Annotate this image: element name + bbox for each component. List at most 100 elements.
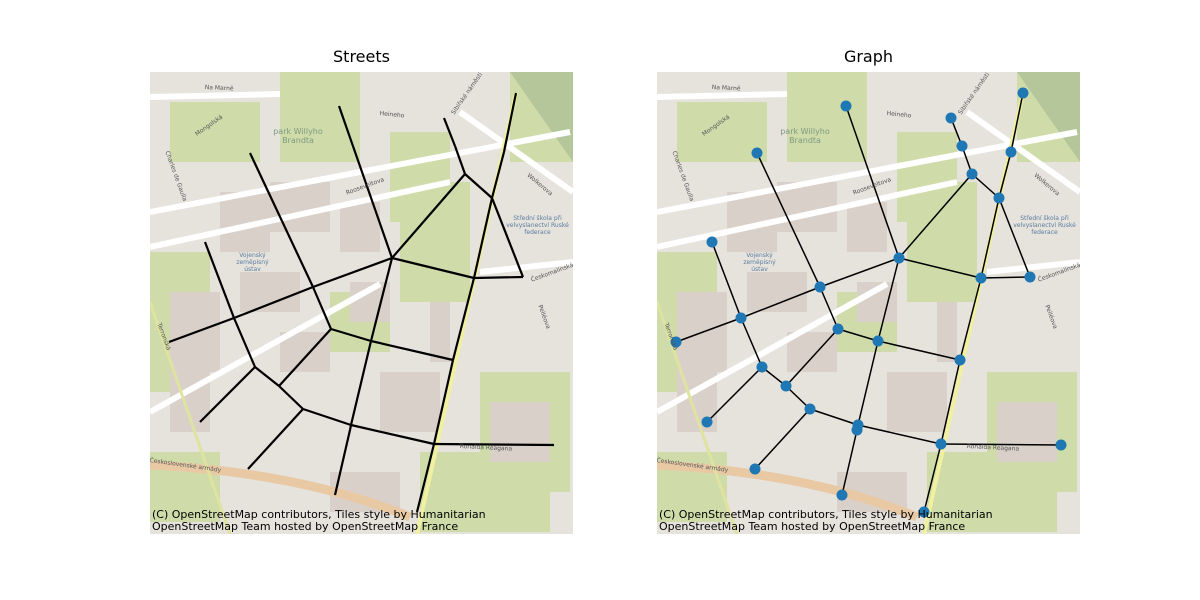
attribution: (C) OpenStreetMap contributors, Tiles st… <box>152 509 486 533</box>
graph-edge <box>785 385 811 410</box>
graph-node <box>872 335 884 347</box>
graph-node <box>975 272 987 284</box>
graph-edge <box>857 424 942 445</box>
graph-node <box>701 416 713 428</box>
graph-edge <box>923 443 942 513</box>
graph-node <box>993 192 1005 204</box>
street-line <box>337 105 394 259</box>
graph-node <box>918 506 930 518</box>
street-line <box>369 257 394 342</box>
street-line <box>432 359 455 445</box>
forest-area <box>510 72 573 162</box>
graph-edge <box>740 317 763 368</box>
graph-node <box>1024 271 1036 283</box>
graph-node <box>832 323 844 335</box>
road <box>965 109 1080 195</box>
street-line <box>247 408 304 470</box>
park-area <box>400 182 470 302</box>
street-line <box>278 385 304 410</box>
street-line <box>433 442 555 447</box>
graph-node <box>840 100 852 112</box>
road <box>150 129 571 215</box>
graph-node <box>780 380 792 392</box>
graph-node <box>945 112 957 124</box>
street-line <box>349 340 373 426</box>
road <box>657 281 889 415</box>
building <box>747 272 807 312</box>
graph-node <box>735 312 747 324</box>
street-line <box>442 117 457 147</box>
graph-node <box>756 361 768 373</box>
map-label: park Willyho Brandta <box>780 127 830 145</box>
attribution-line-2: OpenStreetMap Team hosted by OpenStreetM… <box>659 520 966 533</box>
park-area <box>420 452 550 532</box>
building <box>887 372 947 432</box>
building <box>270 182 330 232</box>
road <box>458 109 573 195</box>
street-line <box>473 275 524 280</box>
forest-area <box>1017 72 1080 162</box>
graph-edge <box>959 277 982 361</box>
street-line <box>350 423 435 446</box>
graph-edge <box>845 105 900 259</box>
attribution-line-2: OpenStreetMap Team hosted by OpenStreetM… <box>152 520 459 533</box>
street-line <box>254 366 280 387</box>
road <box>150 179 451 250</box>
map-label: Vojenský zeměpisný ústav <box>236 252 269 273</box>
park-area <box>907 182 977 302</box>
street-line <box>333 429 352 496</box>
graph-node <box>966 168 978 180</box>
graph-edge <box>877 257 900 342</box>
attribution: (C) OpenStreetMap contributors, Tiles st… <box>659 509 993 533</box>
park-area <box>170 102 260 162</box>
building <box>240 272 300 312</box>
graph-edge <box>837 328 879 342</box>
street-line <box>415 443 436 513</box>
graph-node <box>804 403 816 415</box>
graph-node <box>1017 87 1029 99</box>
street-line <box>464 173 493 199</box>
attribution-line-1: (C) OpenStreetMap contributors, Tiles st… <box>152 508 486 521</box>
graph-edge <box>819 257 900 288</box>
graph-edge <box>754 408 811 470</box>
building <box>430 302 450 362</box>
building <box>490 402 550 462</box>
streets-map <box>150 72 573 534</box>
road <box>150 91 281 100</box>
building <box>847 202 887 252</box>
road <box>657 179 958 250</box>
graph-edge <box>711 241 742 319</box>
streets-map-panel[interactable]: (C) OpenStreetMap contributors, Tiles st… <box>150 72 573 534</box>
tram-line <box>150 301 232 534</box>
street-line <box>451 277 476 361</box>
map-label: Na Marně <box>711 84 741 93</box>
graph-map-panel[interactable]: (C) OpenStreetMap contributors, Tiles st… <box>657 72 1080 534</box>
main-road <box>657 460 919 522</box>
streets-title: Streets <box>333 47 390 66</box>
map-label: park Willyho Brandta <box>273 127 323 145</box>
graph-edge <box>1010 92 1024 153</box>
graph-edge <box>940 443 1062 446</box>
street-line <box>502 92 518 153</box>
building <box>777 182 837 232</box>
street-line <box>472 197 494 279</box>
graph-node <box>956 140 968 152</box>
graph-edge <box>756 152 821 288</box>
street-line <box>311 286 333 330</box>
graph-edge <box>857 340 879 426</box>
graph-edge <box>675 317 742 343</box>
map-label: Střední škola při velvyslanectví Ruské f… <box>1013 215 1076 236</box>
graph-node <box>751 147 763 159</box>
map-label: Střední škola při velvyslanectví Ruské f… <box>506 215 569 236</box>
graph-node <box>1055 439 1067 451</box>
graph-node <box>814 281 826 293</box>
street-line <box>453 145 467 175</box>
park-area <box>787 72 867 162</box>
street-line <box>278 328 332 387</box>
building <box>937 302 957 362</box>
street-line <box>312 256 393 289</box>
street-line <box>249 152 314 288</box>
street-line <box>490 151 506 199</box>
graph-node <box>836 489 848 501</box>
graph-node <box>935 438 947 450</box>
